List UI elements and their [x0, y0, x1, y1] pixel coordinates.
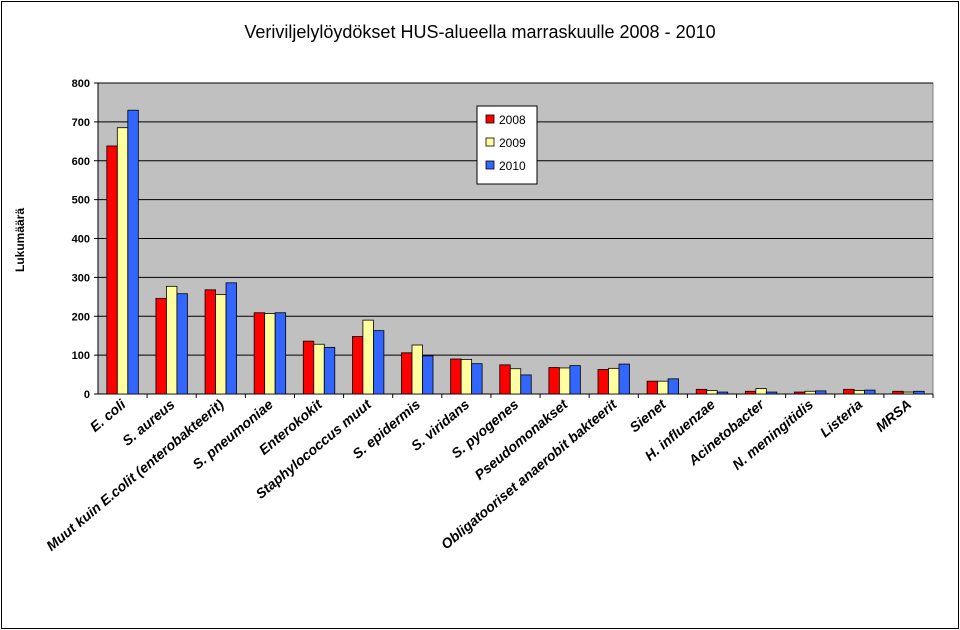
bar-2009 — [657, 380, 669, 395]
y-tick-label: 300 — [72, 272, 90, 284]
x-tick-label: MRSA — [872, 396, 914, 435]
bar-2010 — [323, 346, 336, 395]
bar-2008 — [302, 340, 315, 395]
legend: 2008 2009 2010 — [476, 105, 538, 185]
y-tick-label: 100 — [72, 350, 90, 362]
bar-2009 — [804, 390, 816, 395]
bar-2010 — [372, 330, 385, 395]
y-tick-label: 200 — [72, 311, 90, 323]
y-axis-label: Lukumäärä — [13, 208, 27, 272]
bar-2009 — [215, 294, 227, 395]
x-tick-label: Muut kuin E.colit (enterobakteerit) — [43, 396, 227, 554]
bar-2009 — [608, 367, 620, 395]
chart-title: Veriviljelylöydökset HUS-alueella marras… — [244, 22, 715, 42]
bar-2009 — [116, 127, 129, 395]
bar-2008 — [794, 391, 806, 395]
bar-2009 — [264, 313, 276, 395]
bar-2008 — [597, 369, 609, 395]
legend-entry: 2009 — [499, 136, 526, 150]
bar-2010 — [520, 374, 532, 395]
bar-2010 — [618, 363, 630, 395]
bar-2009 — [706, 390, 718, 395]
bar-2010 — [225, 282, 237, 395]
bar-2010 — [422, 355, 434, 395]
legend-entry: 2008 — [499, 113, 526, 127]
x-tick-label: Listeria — [817, 396, 866, 440]
x-tick-label: E. coli — [87, 395, 130, 434]
bar-2010 — [127, 109, 139, 395]
y-tick-label: 700 — [72, 117, 90, 129]
bar-2009 — [166, 285, 178, 395]
bar-2008 — [646, 380, 659, 395]
bar-2010 — [864, 389, 876, 395]
bar-2009 — [460, 359, 473, 395]
bar-2010 — [716, 391, 729, 395]
bar-2009 — [362, 319, 374, 395]
y-tick-label: 600 — [72, 156, 90, 168]
legend-entry: 2010 — [499, 159, 526, 173]
bar-2009 — [411, 344, 423, 395]
bar-2010 — [176, 293, 188, 395]
bar-2008 — [450, 358, 462, 395]
bar-2008 — [548, 367, 560, 395]
y-tick-label: 400 — [72, 234, 90, 246]
bar-2009 — [755, 388, 767, 395]
bar-2010 — [274, 312, 287, 395]
bar-2008 — [843, 388, 855, 395]
bar-2010 — [765, 391, 778, 395]
legend-swatch — [485, 114, 495, 124]
bar-2010 — [471, 363, 483, 395]
bar-2008 — [106, 145, 118, 395]
x-tick-label: Sienet — [626, 395, 669, 435]
x-tick-label: Obligatooriset anaerobit bakteerit — [438, 395, 621, 552]
legend-swatch — [485, 137, 495, 147]
bar-2009 — [509, 368, 522, 395]
bar-2008 — [401, 352, 413, 395]
y-tick-label: 500 — [72, 195, 90, 207]
y-tick-label: 800 — [72, 78, 90, 90]
bar-2009 — [853, 390, 865, 395]
bar-2009 — [558, 367, 571, 395]
bar-2008 — [892, 390, 904, 395]
bar-2008 — [155, 297, 167, 395]
bar-2010 — [815, 390, 827, 395]
bar-2008 — [253, 312, 266, 395]
bar-2008 — [499, 364, 511, 395]
bar-2010 — [667, 378, 680, 395]
y-tick-label: 0 — [84, 389, 90, 401]
bar-2008 — [204, 289, 216, 395]
bar-2008 — [695, 388, 708, 395]
bar-2008 — [351, 336, 364, 395]
bar-2009 — [313, 343, 325, 395]
legend-swatch — [485, 160, 495, 170]
bar-2009 — [902, 391, 915, 395]
bar-2010 — [913, 390, 925, 395]
bar-2008 — [744, 390, 757, 395]
bar-2010 — [569, 365, 581, 395]
